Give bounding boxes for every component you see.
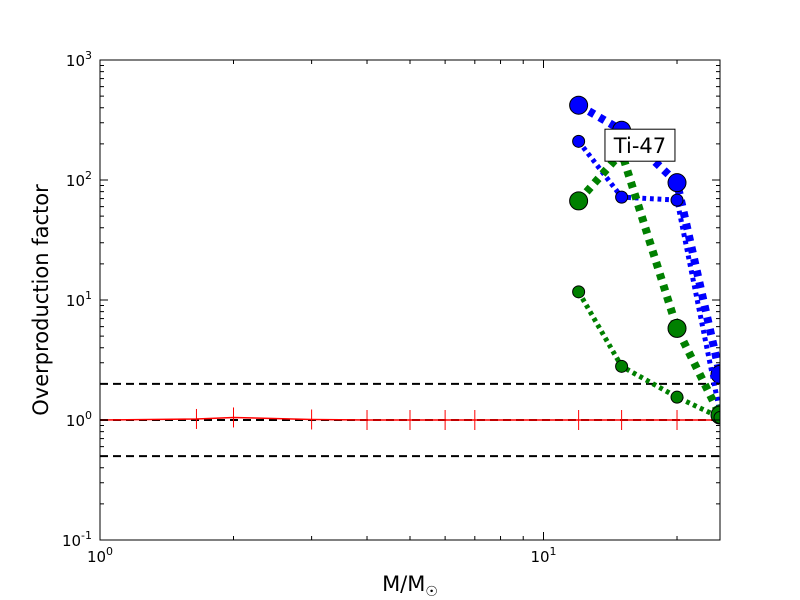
y-tick-label: 102 (66, 169, 92, 190)
data-point (670, 193, 684, 207)
y-axis-label: Overproduction factor (29, 184, 53, 416)
series-0 (100, 407, 720, 430)
series-4 (572, 285, 720, 424)
data-point (667, 173, 687, 193)
y-tick-label: 100 (66, 409, 92, 430)
series-line-3 (575, 144, 720, 417)
y-tick-label: 101 (66, 289, 92, 310)
data-point (615, 190, 629, 204)
data-point (615, 359, 629, 373)
series-line-4 (576, 290, 720, 420)
x-axis-label: M/M☉ (382, 572, 438, 600)
annotation-layer: Ti-47 (604, 128, 676, 162)
data-point (670, 390, 684, 404)
y-tick-label: 103 (66, 49, 92, 70)
series-line-0 (100, 416, 720, 421)
data-point (569, 95, 589, 115)
data-point (572, 285, 586, 299)
x-tick-label: 100 (87, 545, 113, 566)
data-point (572, 134, 586, 148)
annotation-box (604, 128, 676, 162)
annotation-label: Ti-47 (613, 134, 666, 158)
x-tick-label: 101 (530, 545, 556, 566)
data-point (667, 318, 687, 338)
data-point (569, 191, 589, 211)
y-tick-label: 10-1 (62, 529, 92, 550)
